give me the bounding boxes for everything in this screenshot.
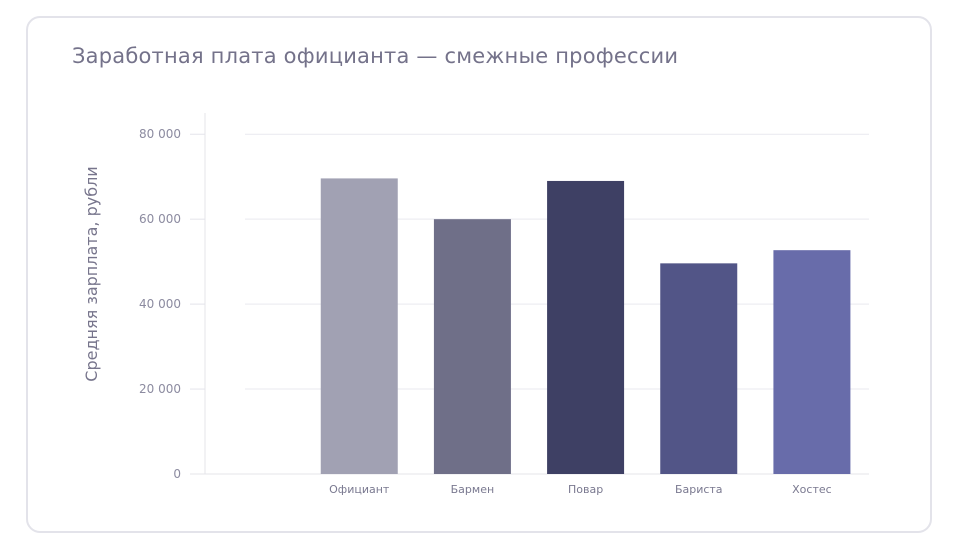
bar-3[interactable] [547, 180, 625, 474]
x-tick-label: Бариста [675, 483, 723, 496]
y-axis-title: Средняя зарплата, рубли [82, 166, 101, 381]
bar-5[interactable] [773, 250, 851, 474]
x-tick-label: Повар [568, 483, 603, 496]
y-tick-label: 20 000 [139, 382, 181, 396]
y-tick-label: 60 000 [139, 212, 181, 226]
bar-1[interactable] [320, 178, 398, 474]
x-tick-labels: Официант Бармен Повар Бариста Хостес [329, 483, 832, 496]
bars [320, 178, 851, 474]
axes [190, 113, 869, 475]
bar-4[interactable] [660, 263, 738, 474]
x-tick-label: Бармен [451, 483, 495, 496]
y-tick-label: 80 000 [139, 127, 181, 141]
x-tick-label: Официант [329, 483, 390, 496]
bar-2[interactable] [433, 219, 511, 474]
chart-title: Заработная плата официанта — смежные про… [72, 44, 679, 68]
y-tick-labels: 0 20 000 40 000 60 000 80 000 [139, 127, 181, 481]
y-tick-label: 0 [173, 467, 181, 481]
y-tick-label: 40 000 [139, 297, 181, 311]
gridlines [190, 133, 869, 475]
x-tick-label: Хостес [792, 483, 832, 496]
